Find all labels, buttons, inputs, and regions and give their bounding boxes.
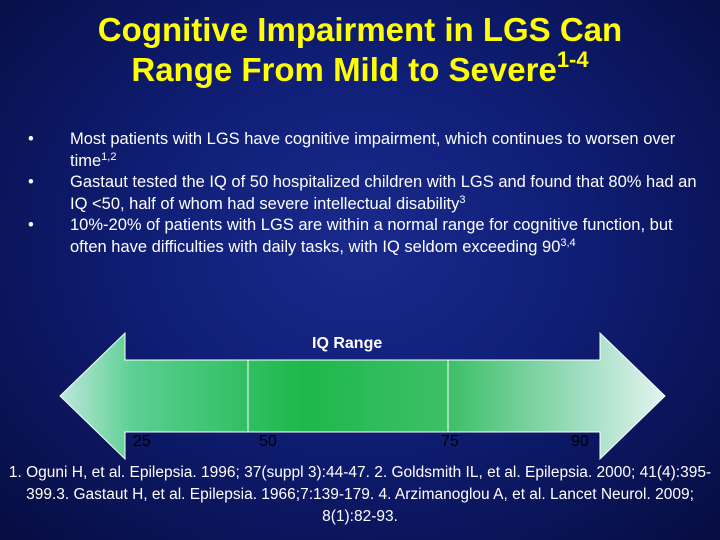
bullet-text: Gastaut tested the IQ of 50 hospitalized… — [70, 173, 697, 213]
references: 1. Oguni H, et al. Epilepsia. 1996; 37(s… — [8, 464, 712, 525]
iq-tick-50: 50 — [259, 433, 277, 450]
bullet-item: • Gastaut tested the IQ of 50 hospitaliz… — [28, 172, 698, 215]
title-citation: 1-4 — [556, 47, 589, 72]
bullet-item: • 10%-20% of patients with LGS are withi… — [28, 215, 698, 258]
title-line-2: Range From Mild to Severe1-4 — [0, 47, 720, 90]
bullet-text: 10%-20% of patients with LGS are within … — [70, 216, 673, 256]
bullet-marker: • — [28, 130, 34, 148]
bullet-marker: • — [28, 173, 34, 191]
title-line-1: Cognitive Impairment in LGS Can — [97, 11, 623, 48]
bullet-list: • Most patients with LGS have cognitive … — [28, 129, 698, 258]
bullet-citation: 1,2 — [101, 150, 117, 163]
iq-range-label: IQ Range — [312, 335, 383, 352]
bullet-citation: 3,4 — [560, 236, 576, 249]
title-line-2-text: Range From Mild to Severe — [131, 51, 557, 88]
slide-title: Cognitive Impairment in LGS Can Range Fr… — [0, 10, 720, 90]
iq-tick-75: 75 — [441, 433, 459, 450]
bullet-citation: 3 — [459, 193, 466, 206]
iq-tick-25: 25 — [133, 433, 151, 450]
iq-tick-90: 90 — [571, 433, 589, 450]
arrow-shape — [59, 331, 666, 461]
bullet-marker: • — [28, 216, 34, 234]
bullet-item: • Most patients with LGS have cognitive … — [28, 129, 698, 172]
bullet-text: Most patients with LGS have cognitive im… — [70, 130, 676, 170]
